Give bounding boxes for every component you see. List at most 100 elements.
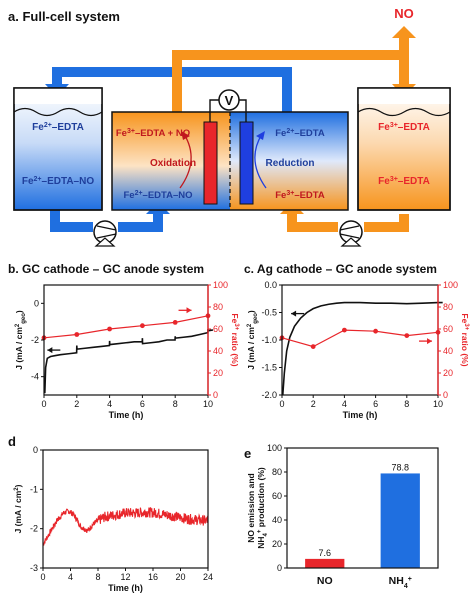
x-axis-label: Time (h) — [109, 410, 144, 420]
y-axis-label-line1: NO emission and — [246, 473, 256, 542]
series-band-d — [42, 507, 209, 546]
anode-electrode — [203, 121, 218, 205]
blue-flow-line-bottom — [50, 206, 163, 232]
y-tick-label: 40 — [272, 515, 282, 525]
panel-c-title: c. Ag cathode – GC anode system — [244, 262, 437, 276]
x-tick-label: 8 — [173, 399, 178, 409]
y-tick-label: 0 — [34, 298, 39, 308]
y-axis-label: J (mA / cm2geo) — [14, 310, 27, 370]
right-tank-top-label: Fe3+–EDTA — [378, 122, 430, 134]
cell-right-bottom-label: Fe3+–EDTA — [275, 190, 325, 202]
series-line-b-0 — [44, 328, 214, 394]
cell-left-top-label: Fe3+–EDTA + NO — [116, 128, 190, 140]
plot-frame — [42, 449, 209, 569]
x-tick-label: 4 — [107, 399, 112, 409]
y-tick-label: -2 — [30, 524, 38, 534]
data-point — [172, 320, 178, 325]
y-tick-label: -4 — [31, 372, 39, 382]
y2-axis-label: Fe3+ ratio (%) — [460, 313, 470, 366]
panel-d-label: d — [8, 434, 16, 449]
y-axis-label: J (mA / cm2) — [13, 484, 23, 533]
data-point — [373, 328, 378, 334]
bar-value-label: 7.6 — [318, 548, 331, 558]
y-tick-label: -1.0 — [261, 335, 277, 345]
bar-value-label: 78.8 — [391, 462, 409, 472]
axis-indicator-arrowhead-1 — [427, 338, 433, 345]
panel-a: a. Full-cell system NO — [8, 6, 451, 247]
y-tick-label: -1 — [30, 484, 38, 494]
data-point — [342, 327, 347, 333]
axis-indicator-arrowhead-1 — [186, 307, 192, 314]
y-tick-label: -2.0 — [261, 390, 277, 400]
y-tick-label: 60 — [272, 491, 282, 501]
pump-left — [93, 220, 117, 247]
left-tank: Fe2+–EDTA Fe2+–EDTA–NO — [13, 87, 103, 211]
x-tick-label: 10 — [203, 399, 213, 409]
series-line-b-1 — [43, 315, 209, 339]
x-tick-label: 0 — [41, 399, 46, 409]
cathode-electrode — [239, 121, 254, 205]
right-tank-bottom-label: Fe3+–EDTA — [378, 176, 430, 188]
y2-tick-label: 80 — [443, 302, 453, 312]
oxidation-arrow — [179, 133, 192, 189]
data-point — [107, 326, 112, 332]
y-tick-label: -3 — [30, 563, 38, 573]
y-axis-label: J (mA / cm2geo) — [246, 310, 259, 370]
x-axis-label: Time (h) — [108, 583, 143, 593]
orange-flow-line-bottom — [287, 214, 409, 232]
plot-frame — [43, 284, 209, 396]
x-tick-label: 6 — [373, 399, 378, 409]
y2-tick-label: 60 — [443, 324, 453, 334]
left-tank-bottom-label: Fe2+–EDTA–NO — [22, 176, 94, 188]
pump-right — [339, 220, 363, 247]
bar-1 — [380, 473, 420, 568]
oxidation-label: Oxidation — [150, 158, 196, 169]
x-tick-label: 4 — [68, 572, 73, 582]
y2-tick-label: 20 — [443, 368, 453, 378]
x-tick-label: 6 — [140, 399, 145, 409]
y-tick-label: 0 — [277, 563, 282, 573]
voltmeter: V — [218, 89, 240, 111]
y2-axis-label: Fe3+ ratio (%) — [230, 313, 240, 366]
y-tick-label: -0.5 — [261, 308, 277, 318]
reduction-label: Reduction — [266, 158, 315, 169]
panel-e-label: e — [244, 446, 251, 461]
x-category-label: NO — [317, 575, 333, 587]
chart-e: 7.6 NO 78.8 NH4+ 0 20 40 60 80 100 NO emission and… — [246, 443, 439, 590]
y2-tick-label: 80 — [213, 302, 223, 312]
y-tick-label: 100 — [267, 443, 282, 453]
x-tick-label: 16 — [148, 572, 158, 582]
y2-tick-label: 0 — [213, 390, 218, 400]
y2-tick-label: 40 — [443, 346, 453, 356]
data-point — [404, 333, 410, 338]
data-point — [310, 344, 316, 349]
no-exit-arrowhead — [392, 26, 416, 38]
y2-tick-label: 0 — [443, 390, 448, 400]
axis-indicator-arrowhead-0 — [291, 310, 297, 317]
reduction-arrow — [254, 133, 267, 189]
x-tick-label: 12 — [120, 572, 130, 582]
x-tick-label: 8 — [95, 572, 100, 582]
voltmeter-label: V — [225, 93, 234, 108]
x-tick-label: 0 — [40, 572, 45, 582]
y2-tick-label: 40 — [213, 346, 223, 356]
left-tank-top-label: Fe2+–EDTA — [32, 122, 84, 134]
data-point — [74, 332, 80, 337]
panel-a-title: a. Full-cell system — [8, 9, 120, 24]
x-tick-label: 10 — [433, 399, 443, 409]
panel-b-title: b. GC cathode – GC anode system — [8, 262, 204, 276]
plot-frame — [286, 447, 439, 569]
no-exit-label: NO — [394, 6, 414, 21]
orange-flow-line-top — [172, 36, 409, 112]
x-tick-label: 24 — [203, 572, 213, 582]
x-tick-label: 20 — [175, 572, 185, 582]
y2-tick-label: 100 — [213, 280, 228, 290]
cell-right-top-label: Fe2+–EDTA — [275, 128, 325, 140]
data-point — [140, 323, 145, 329]
cell-left-bottom-label: Fe2+–EDTA–NO — [123, 190, 192, 202]
y-tick-label: 80 — [272, 467, 282, 477]
series-line-c-0 — [281, 301, 443, 396]
x-tick-label: 0 — [279, 399, 284, 409]
x-category-label: NH4+ — [389, 575, 412, 590]
